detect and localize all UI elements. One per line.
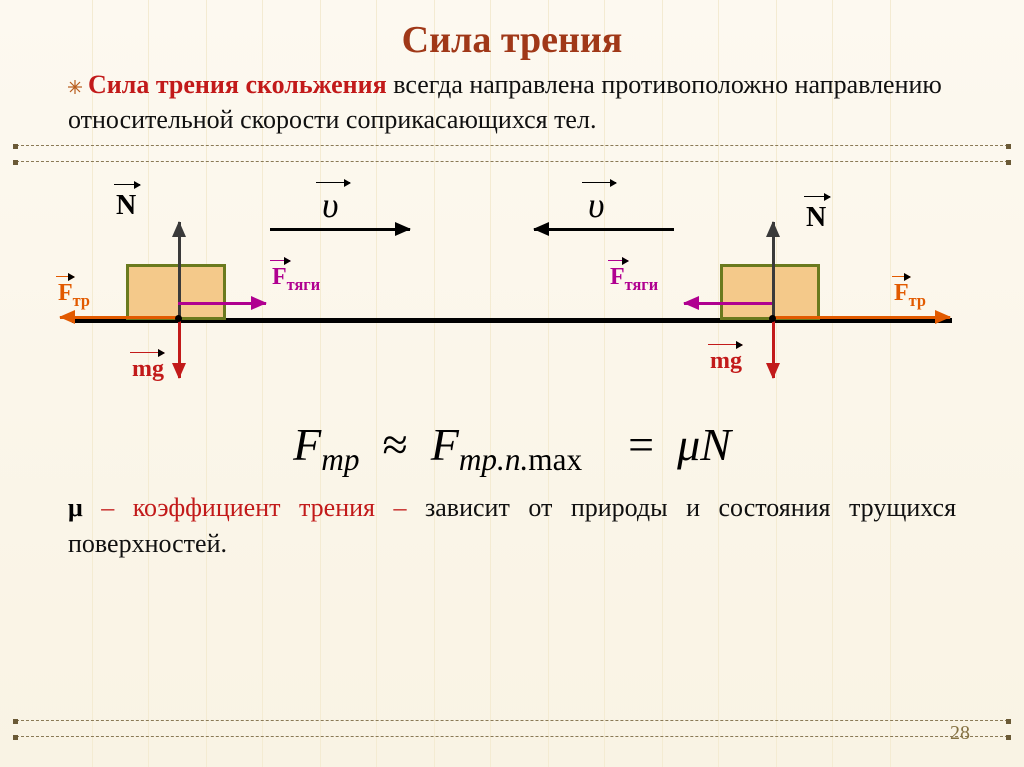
lead-text: Сила трения скольжения	[88, 70, 387, 99]
formula-sub-tpn: тр.п.max	[459, 442, 582, 477]
bullet-icon	[68, 69, 82, 83]
mu-footnote: μ – коэффициент трения – зависит от прир…	[68, 490, 956, 562]
formula-F1: F	[293, 419, 321, 470]
formula-N: N	[700, 419, 731, 470]
friction-formula: Fтр ≈ Fтр.п.max = μN	[68, 418, 956, 478]
content: Сила трения Сила трения скольжения всегд…	[0, 0, 1024, 767]
footnote-dash2: –	[375, 493, 425, 522]
formula-F2: F	[431, 419, 459, 470]
formula-sub-tp: тр	[321, 442, 359, 477]
force-diagram: υυNNmgmgFтягиFтягиFтрFтр	[72, 172, 952, 392]
equals-sign: =	[628, 419, 654, 470]
page-title: Сила трения	[68, 18, 956, 62]
mu-symbol: μ	[677, 419, 700, 470]
footnote-dash1: –	[83, 493, 133, 522]
definition-paragraph: Сила трения скольжения всегда направлена…	[68, 68, 956, 138]
footnote-coef: коэффициент трения	[133, 493, 375, 522]
approx-sign: ≈	[382, 419, 407, 470]
footnote-mu: μ	[68, 493, 83, 522]
